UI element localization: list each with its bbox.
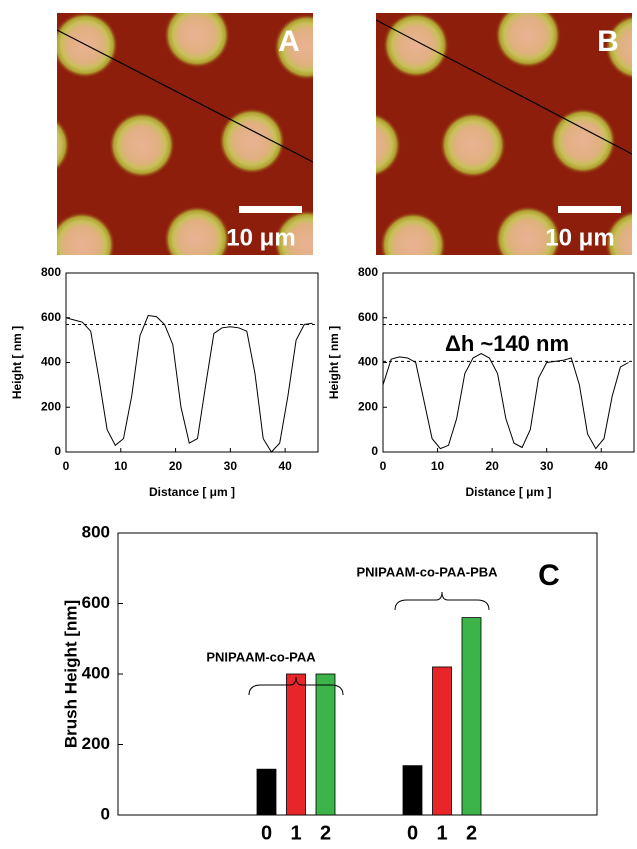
y-tick-label: 400: [358, 355, 378, 369]
x-tick-label: 30: [540, 459, 554, 473]
panel-label: B: [597, 25, 619, 58]
x-tick-label: 30: [224, 459, 238, 473]
x-tick-label: 2: [320, 822, 331, 844]
brush-dot: [164, 206, 230, 272]
scale-bar-label: 10 μm: [545, 224, 614, 251]
x-tick-label: 1: [290, 822, 301, 844]
y-tick-label: 0: [54, 444, 61, 458]
x-tick-label: 10: [431, 459, 445, 473]
bar: [316, 674, 335, 815]
x-tick-label: 40: [595, 459, 609, 473]
afm-image: [4, 2, 390, 278]
brush-dot: [440, 112, 506, 178]
panel-label: A: [278, 25, 300, 58]
group-bracket: [395, 592, 489, 610]
brush-dot: [109, 112, 175, 178]
x-tick-label: 0: [261, 822, 272, 844]
bar: [287, 674, 306, 815]
x-tick-label: 20: [169, 459, 183, 473]
panel-label: C: [538, 559, 560, 592]
brush-dot: [380, 212, 446, 278]
y-tick-label: 200: [41, 399, 61, 413]
x-tick-label: 1: [436, 822, 447, 844]
x-axis-label: Distance [ μm ]: [465, 485, 551, 499]
scale-bar-label: 10 μm: [226, 224, 295, 251]
profile-line: [66, 316, 313, 453]
y-tick-label: 600: [82, 593, 110, 612]
bar: [257, 769, 276, 815]
y-tick-label: 0: [371, 444, 378, 458]
x-tick-label: 0: [63, 459, 70, 473]
figure: A10 μmB10 μm0200400600800010203040Distan…: [0, 0, 637, 849]
y-tick-label: 600: [41, 310, 61, 324]
y-tick-label: 200: [358, 399, 378, 413]
y-tick-label: 600: [358, 310, 378, 324]
group-label: PNIPAAM-co-PAA: [206, 649, 316, 664]
y-tick-label: 800: [41, 265, 61, 279]
y-axis-label: Height [ nm ]: [327, 326, 341, 399]
y-tick-label: 800: [82, 522, 110, 541]
y-tick-label: 400: [41, 355, 61, 369]
x-tick-label: 0: [380, 459, 387, 473]
y-axis-label: Height [ nm ]: [10, 326, 24, 399]
plot-frame: [66, 273, 318, 452]
brush-dot: [219, 108, 285, 174]
brush-dot: [164, 2, 230, 68]
x-axis-label: Distance [ μm ]: [149, 485, 235, 499]
x-tick-label: 2: [466, 822, 477, 844]
brush-dot: [4, 112, 70, 178]
scale-bar: [239, 206, 302, 213]
annotation: Δh ~140 nm: [445, 331, 569, 356]
group-label: PNIPAAM-co-PAA-PBA: [356, 564, 498, 579]
y-tick-label: 400: [82, 663, 110, 682]
brush-dot: [495, 2, 561, 68]
y-axis-label: Brush Height [nm]: [61, 600, 80, 748]
y-tick-label: 800: [358, 265, 378, 279]
bar: [403, 766, 422, 815]
brush-dot: [383, 12, 449, 78]
y-tick-label: 0: [101, 804, 110, 823]
x-tick-label: 10: [114, 459, 128, 473]
profile-line: [383, 354, 629, 449]
y-tick-label: 200: [82, 734, 110, 753]
x-tick-label: 0: [407, 822, 418, 844]
bar: [462, 618, 481, 815]
bar: [433, 667, 452, 815]
x-tick-label: 40: [278, 459, 292, 473]
brush-dot: [335, 112, 401, 178]
scale-bar: [558, 206, 621, 213]
x-tick-label: 20: [485, 459, 499, 473]
